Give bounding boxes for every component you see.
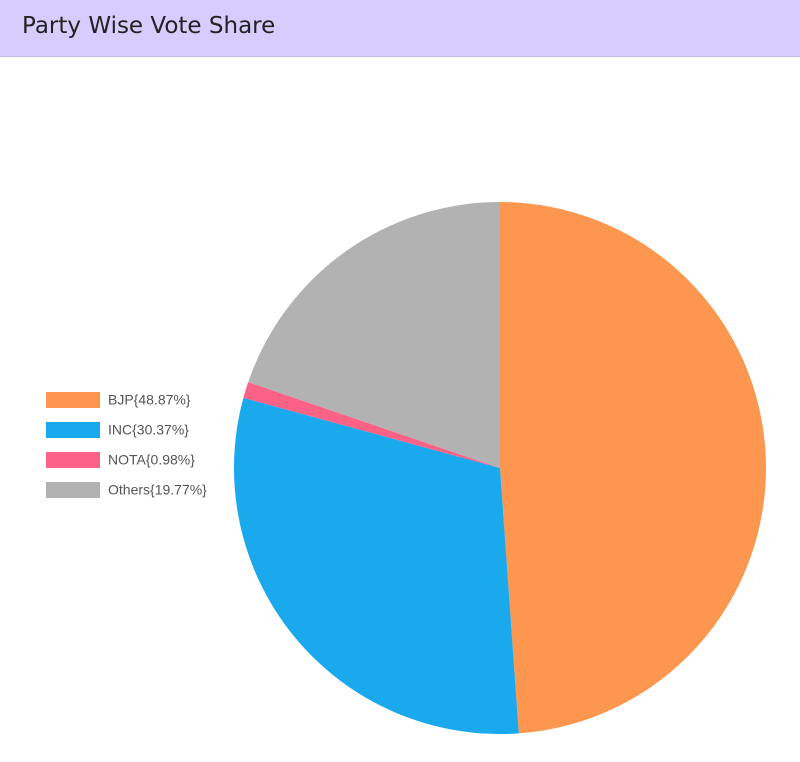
card-header: Party Wise Vote Share	[0, 0, 800, 57]
chart-title: Party Wise Vote Share	[22, 13, 276, 39]
legend-swatch	[46, 392, 100, 408]
legend-swatch	[46, 482, 100, 498]
pie-slice	[243, 382, 500, 468]
legend-label: INC{30.37%}	[108, 422, 189, 438]
chart: BJP{48.87%} INC{30.37%} NOTA{0.98%} Others{…	[46, 202, 767, 734]
legend-swatch	[46, 452, 100, 468]
legend-label: NOTA{0.98%}	[108, 452, 195, 468]
pie-slice	[248, 202, 500, 468]
legend-label: Others{19.77%}	[108, 482, 207, 498]
pie-slice	[233, 397, 519, 734]
legend-label: BJP{48.87%}	[108, 392, 191, 408]
pie-slice	[500, 202, 767, 734]
legend-swatch	[46, 422, 100, 438]
